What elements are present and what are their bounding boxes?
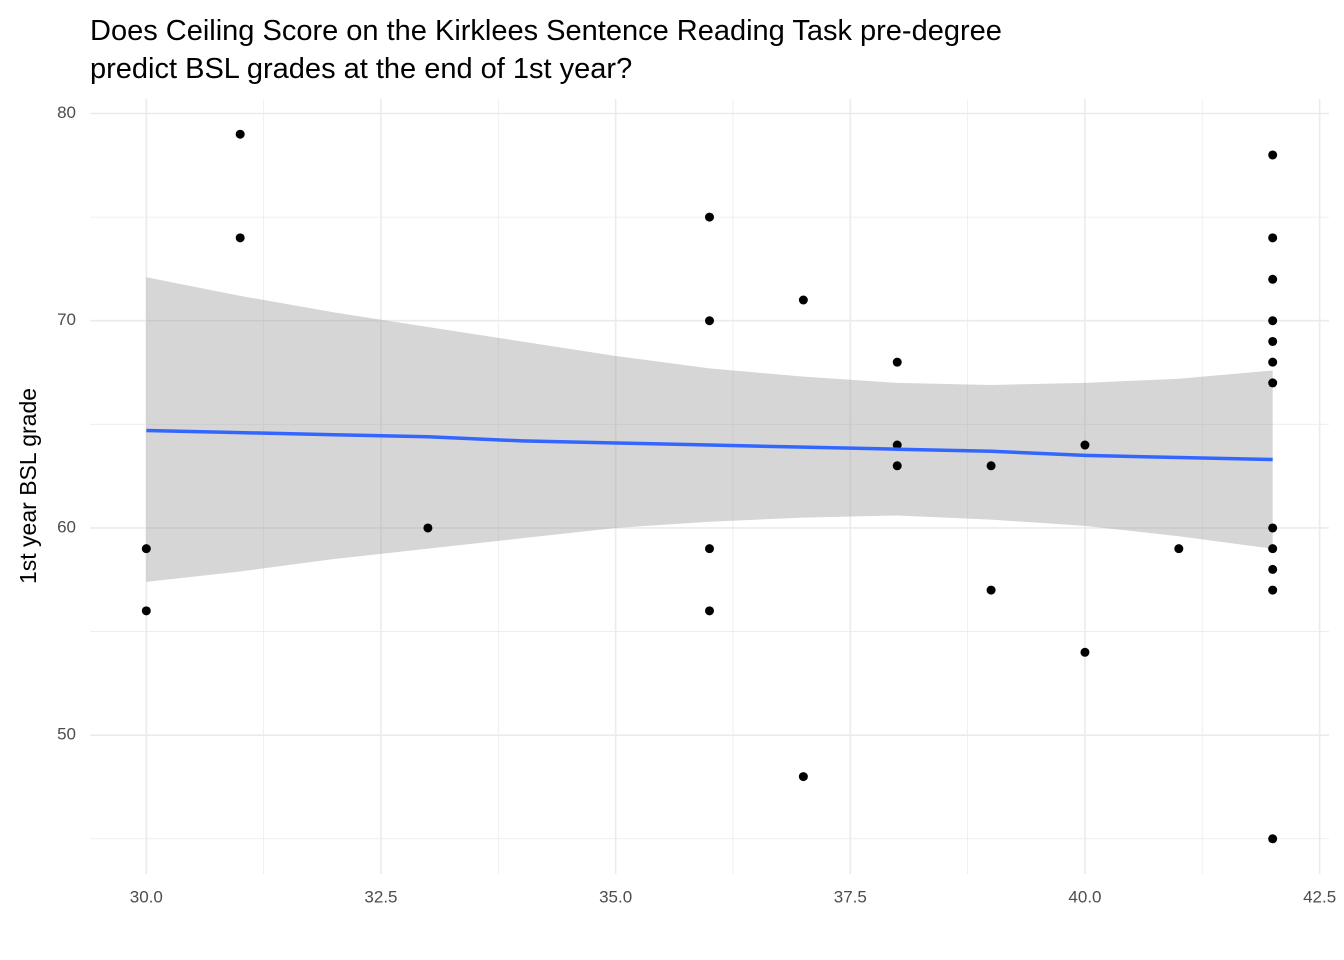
x-tick-label: 32.5 (364, 887, 397, 906)
x-tick-label: 42.5 (1303, 887, 1336, 906)
point (1268, 523, 1278, 533)
y-tick-label: 50 (57, 725, 76, 744)
point (1268, 544, 1278, 554)
point (705, 316, 714, 326)
point (1268, 834, 1278, 844)
x-tick-label: 30.0 (130, 887, 163, 906)
point (1268, 150, 1278, 160)
point (892, 440, 902, 450)
point (705, 606, 714, 616)
point (892, 357, 902, 367)
y-tick-label: 80 (57, 103, 76, 122)
x-tick-label: 37.5 (834, 887, 867, 906)
point (423, 523, 433, 533)
point (235, 129, 245, 139)
point (1268, 357, 1278, 367)
point (986, 585, 996, 595)
point (986, 461, 996, 471)
point (1268, 585, 1278, 595)
point (1174, 544, 1184, 554)
trend-line (146, 428, 1273, 462)
point (141, 544, 151, 554)
point (705, 212, 714, 222)
point (1268, 233, 1278, 243)
chart-title: Does Ceiling Score on the Kirklees Sente… (90, 15, 1002, 47)
point (798, 772, 808, 782)
point (141, 606, 151, 616)
point (1080, 440, 1090, 450)
point (798, 295, 808, 305)
point (235, 233, 245, 243)
point (1268, 316, 1278, 326)
x-tick-label: 35.0 (599, 887, 632, 906)
confidence-band (146, 277, 1273, 582)
y-axis-title: 1st year BSL grade (15, 388, 41, 584)
point (1080, 647, 1090, 657)
point (1268, 274, 1278, 284)
point (705, 544, 714, 554)
point (1268, 564, 1278, 574)
chart-title: predict BSL grades at the end of 1st yea… (90, 53, 632, 85)
point (1268, 378, 1278, 388)
point (892, 461, 902, 471)
x-tick-label: 40.0 (1068, 887, 1101, 906)
point (1268, 336, 1278, 346)
y-tick-label: 60 (57, 517, 76, 536)
y-tick-label: 70 (57, 310, 76, 329)
